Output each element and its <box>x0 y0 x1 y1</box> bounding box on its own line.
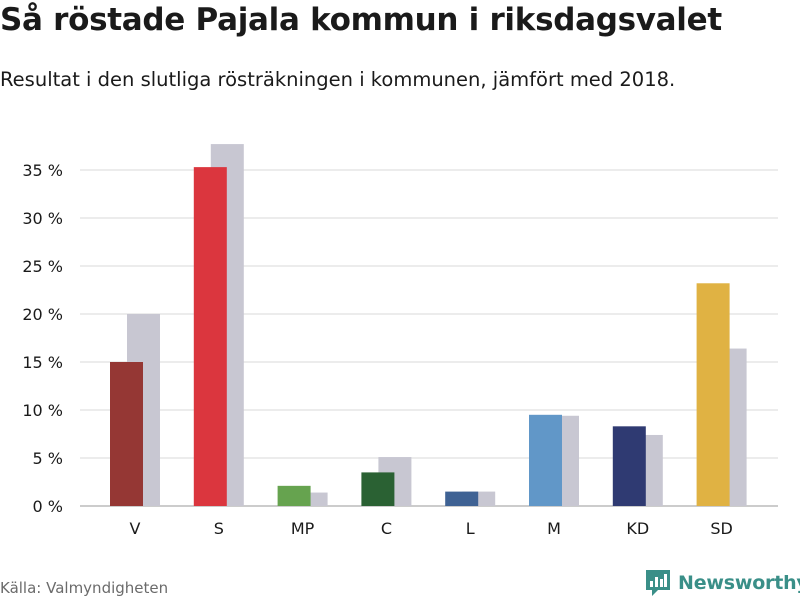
y-tick-label: 5 % <box>33 449 63 468</box>
x-tick-label: C <box>381 519 392 538</box>
grid-lines <box>80 169 778 507</box>
bar-2022-sd <box>696 283 730 506</box>
newsworthy-logo[interactable]: Newsworthy <box>644 568 800 598</box>
y-tick-label: 35 % <box>22 161 63 180</box>
x-tick-label: MP <box>291 519 315 538</box>
chart-subtitle: Resultat i den slutliga rösträkningen i … <box>0 68 676 91</box>
bar-2022-v <box>110 362 143 506</box>
bars <box>110 144 747 506</box>
y-axis-tick-labels: 0 % 5 % 10 % 15 % 20 % 25 % 30 % 35 % <box>22 161 63 516</box>
x-tick-label: KD <box>626 519 649 538</box>
x-tick-label: SD <box>710 519 732 538</box>
bar-2022-m <box>529 414 562 506</box>
bar-2022-mp <box>277 485 311 506</box>
bar-2022-l <box>445 491 479 506</box>
x-axis-tick-labels: V S MP C L M KD SD <box>130 519 733 538</box>
y-tick-label: 25 % <box>22 257 63 276</box>
source-note: Källa: Valmyndigheten <box>0 579 169 597</box>
chart-title: Så röstade Pajala kommun i riksdagsvalet <box>0 2 722 38</box>
bar-2022-kd <box>612 426 646 506</box>
bar-2022-s <box>193 167 227 506</box>
y-tick-label: 0 % <box>33 497 63 516</box>
x-tick-label: M <box>547 519 561 538</box>
x-tick-label: L <box>466 519 475 538</box>
newsworthy-logo-icon <box>646 570 670 596</box>
x-tick-label: V <box>130 519 141 538</box>
x-tick-label: S <box>214 519 224 538</box>
y-tick-label: 30 % <box>22 209 63 228</box>
y-tick-label: 15 % <box>22 353 63 372</box>
bar-2022-c <box>361 472 395 506</box>
newsworthy-logo-text: Newsworthy <box>678 572 800 594</box>
y-tick-label: 10 % <box>22 401 63 420</box>
y-tick-label: 20 % <box>22 305 63 324</box>
